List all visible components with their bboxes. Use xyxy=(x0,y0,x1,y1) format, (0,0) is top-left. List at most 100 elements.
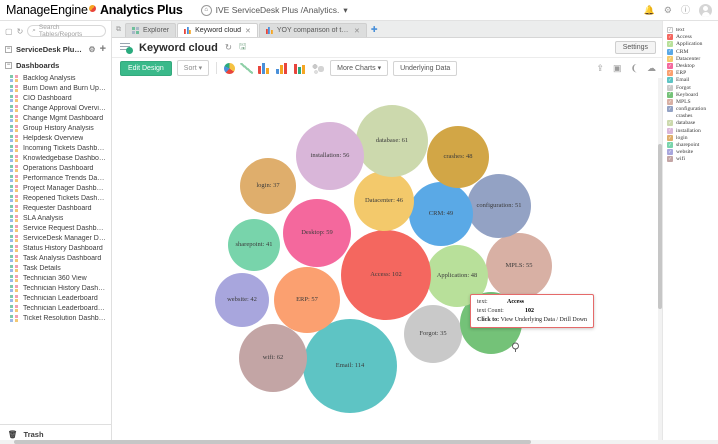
gear-icon[interactable]: ⚙ xyxy=(663,4,672,15)
sidebar-item-performance-trends-dashbo[interactable]: Performance Trends Dashbo... xyxy=(0,173,111,183)
bar-chart-icon[interactable] xyxy=(258,62,272,74)
legend-checkbox[interactable]: ✓ xyxy=(667,98,673,105)
sidebar-item-task-analysis-dashboard[interactable]: Task Analysis Dashboard xyxy=(0,253,111,263)
workspace-header[interactable]: − ServiceDesk Plus D... ⚙ + xyxy=(0,40,111,58)
bubble-forgot[interactable]: Forgot: 35 xyxy=(404,305,462,363)
sidebar-item-cio-dashboard[interactable]: CIO Dashboard xyxy=(0,93,111,103)
legend-item-crm[interactable]: ✓ CRM xyxy=(667,48,715,55)
sidebar-item-technician-leaderboard-sa[interactable]: Technician Leaderboard-Sa... xyxy=(0,303,111,313)
dashboards-group-header[interactable]: − Dashboards xyxy=(0,58,111,73)
collapse-icon[interactable]: − xyxy=(5,45,12,53)
legend-item-crashes[interactable]: ✓ crashes xyxy=(667,113,715,119)
sidebar-item-sla-analysis[interactable]: SLA Analysis xyxy=(0,213,111,223)
legend-checkbox[interactable]: ✓ xyxy=(667,134,673,141)
sidebar-item-operations-dashboard[interactable]: Operations Dashboard xyxy=(0,163,111,173)
sidebar-item-change-approval-overview[interactable]: Change Approval Overview xyxy=(0,103,111,113)
legend-item-datacenter[interactable]: ✓ Datacenter xyxy=(667,55,715,62)
legend-checkbox[interactable]: ✓ xyxy=(667,55,673,62)
legend-item-keyboard[interactable]: ✓ Keyboard xyxy=(667,91,715,98)
image-icon[interactable]: ▣ xyxy=(612,62,622,73)
bubble-sharepoint[interactable]: sharepoint: 41 xyxy=(228,219,280,271)
sidebar-item-task-details[interactable]: Task Details xyxy=(0,263,111,273)
bubble-crm[interactable]: CRM: 49 xyxy=(409,182,473,246)
tab-list-icon[interactable]: ⧉ xyxy=(116,26,121,33)
legend-item-access[interactable]: ✓ Access xyxy=(667,33,715,41)
sidebar-item-helpdesk-overview[interactable]: Helpdesk Overview xyxy=(0,133,111,143)
legend-checkbox[interactable]: ✓ xyxy=(667,148,673,156)
sidebar-item-incoming-tickets-dashboard[interactable]: Incoming Tickets Dashboard xyxy=(0,143,111,153)
sidebar-item-backlog-analysis[interactable]: Backlog Analysis xyxy=(0,73,111,83)
close-icon[interactable]: ✕ xyxy=(245,27,251,35)
avatar[interactable] xyxy=(699,3,712,17)
bubble-access[interactable]: Access: 102 xyxy=(341,230,431,320)
sidebar-item-servicedesk-manager-dashb[interactable]: ServiceDesk Manager Dashb... xyxy=(0,233,111,243)
bubble-chart-icon[interactable] xyxy=(312,62,326,74)
legend-checkbox[interactable]: ✓ xyxy=(668,113,672,118)
legend-item-installation[interactable]: ✓ installation xyxy=(667,127,715,134)
settings-button[interactable]: Settings xyxy=(614,41,656,54)
sidebar-item-requester-dashboard[interactable]: Requester Dashboard xyxy=(0,203,111,213)
legend-item-wifi[interactable]: ✓ wifi xyxy=(667,156,715,163)
legend-checkbox[interactable]: ✓ xyxy=(667,26,673,33)
bubble-crashes[interactable]: crashes: 48 xyxy=(427,126,489,188)
refresh-icon-title[interactable]: ↻ xyxy=(224,42,232,52)
chart-vertical-scrollbar[interactable] xyxy=(658,78,662,444)
stacked-bar-icon[interactable] xyxy=(294,62,308,74)
add-tab-button[interactable]: ✚ xyxy=(370,25,378,34)
sort-button[interactable]: Sort ▾ xyxy=(176,60,210,76)
sidebar-item-ticket-resolution-dashboard[interactable]: Ticket Resolution Dashboard xyxy=(0,313,111,323)
close-icon[interactable]: ✕ xyxy=(354,27,360,35)
legend-checkbox[interactable]: ✓ xyxy=(667,120,673,127)
tab-explorer[interactable]: Explorer xyxy=(125,23,177,37)
add-item-icon[interactable]: + xyxy=(99,43,106,55)
legend-checkbox[interactable]: ✓ xyxy=(667,48,673,55)
bell-icon[interactable]: 🔔 xyxy=(643,4,655,15)
app-selector[interactable]: ⌂ IVE ServiceDesk Plus /Analytics. ▾ xyxy=(200,4,348,16)
legend-item-forgot[interactable]: ✓ Forgot xyxy=(667,84,715,91)
sidebar-item-technician-leaderboard[interactable]: Technician Leaderboard xyxy=(0,293,111,303)
underlying-data-button[interactable]: Underlying Data xyxy=(393,60,458,76)
bubble-email[interactable]: Email: 114 xyxy=(303,319,397,413)
legend-item-text[interactable]: ✓ text xyxy=(667,27,715,33)
bubble-installation[interactable]: installation: 56 xyxy=(296,122,364,190)
legend-checkbox[interactable]: ✓ xyxy=(667,141,673,148)
sidebar-item-service-request-dashboard[interactable]: Service Request Dashboard xyxy=(0,223,111,233)
bubble-erp[interactable]: ERP: 57 xyxy=(274,267,340,333)
collapse-icon-dashboards[interactable]: − xyxy=(5,62,12,69)
sidebar-item-group-history-analysis[interactable]: Group History Analysis xyxy=(0,123,111,133)
bubble-website[interactable]: website: 42 xyxy=(215,273,269,327)
sidebar-item-reopened-tickets-dashboard[interactable]: Reopened Tickets Dashboard xyxy=(0,193,111,203)
legend-checkbox[interactable]: ✓ xyxy=(667,69,673,77)
save-icon[interactable]: 🖫 xyxy=(238,40,247,51)
folder-icon[interactable]: ▢ xyxy=(5,26,13,36)
sidebar-item-project-manager-dashboard[interactable]: Project Manager Dashboard xyxy=(0,183,111,193)
bubble-configuration[interactable]: configuration: 51 xyxy=(467,174,531,238)
more-charts-button[interactable]: More Charts ▾ xyxy=(330,60,389,76)
tab-yoy-comparison-of-top-k[interactable]: YOY comparison of top k... ✕ xyxy=(258,23,367,37)
legend-item-database[interactable]: ✓ database xyxy=(667,120,715,127)
edit-design-button[interactable]: Edit Design xyxy=(120,60,172,76)
share-icon[interactable]: ❨ xyxy=(630,62,638,73)
legend-checkbox[interactable]: ✓ xyxy=(667,33,673,41)
legend-item-erp[interactable]: ✓ ERP xyxy=(667,69,715,77)
sidebar-item-technician-360-view[interactable]: Technician 360 View xyxy=(0,273,111,283)
sidebar-item-knowledgebase-dashboard[interactable]: Knowledgebase Dashboard xyxy=(0,153,111,163)
legend-item-application[interactable]: ✓ Application xyxy=(667,41,715,48)
legend-checkbox[interactable]: ✓ xyxy=(667,84,673,91)
export-icon[interactable]: ⇪ xyxy=(596,62,604,73)
legend-item-login[interactable]: ✓ login xyxy=(667,134,715,141)
help-icon[interactable]: ⓘ xyxy=(680,4,690,15)
page-horizontal-scrollbar[interactable] xyxy=(0,440,718,444)
workspace-gear-icon[interactable]: ⚙ xyxy=(88,44,96,54)
legend-item-email[interactable]: ✓ Email xyxy=(667,77,715,84)
bubble-wifi[interactable]: wifi: 62 xyxy=(239,324,307,392)
sidebar-item-status-history-dashboard[interactable]: Status History Dashboard xyxy=(0,243,111,253)
refresh-icon[interactable]: ↻ xyxy=(16,26,24,36)
bubble-desktop[interactable]: Desktop: 59 xyxy=(283,199,351,267)
legend-item-configuration[interactable]: ✓ configuration xyxy=(667,106,715,113)
legend-item-website[interactable]: ✓ website xyxy=(667,148,715,156)
sidebar-item-trash[interactable]: 🗑 Trash xyxy=(0,424,111,444)
pie-chart-icon[interactable] xyxy=(224,62,236,74)
sidebar-item-burn-down-and-burn-up-das[interactable]: Burn Down and Burn Up Das... xyxy=(0,83,111,93)
bubble-mpls[interactable]: MPLS: 55 xyxy=(486,233,552,299)
